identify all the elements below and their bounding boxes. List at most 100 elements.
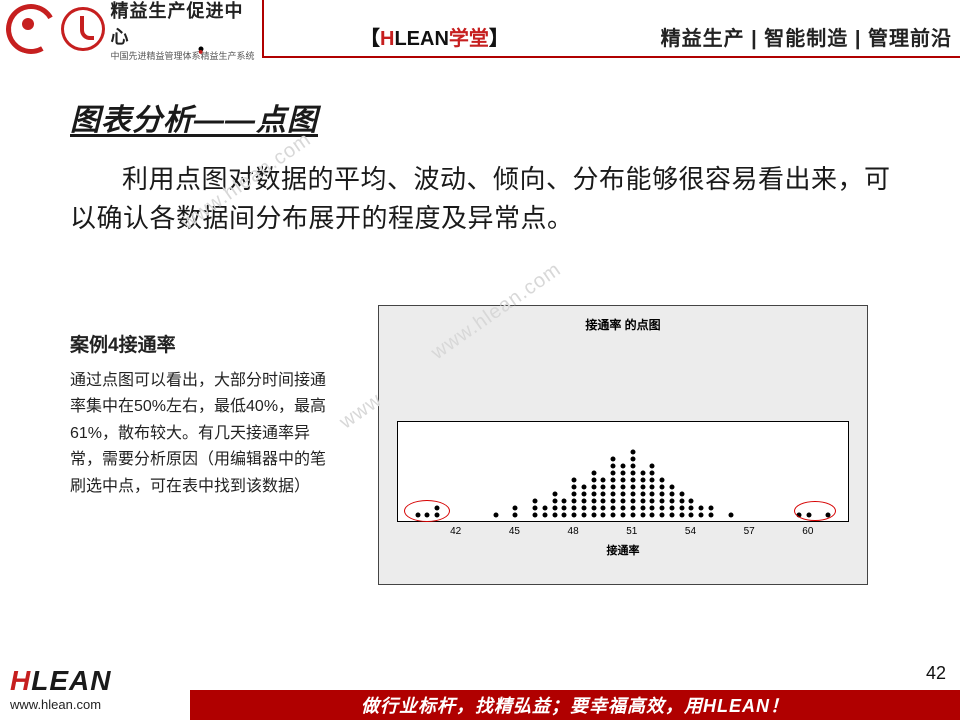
- outlier-ellipse: [794, 501, 836, 521]
- dot-point: [679, 513, 684, 518]
- dot-point: [611, 457, 616, 462]
- dot-point: [532, 506, 537, 511]
- dot-point: [591, 485, 596, 490]
- dot-point: [562, 513, 567, 518]
- dot-point: [669, 506, 674, 511]
- header-tagline: 精益生产 | 智能制造 | 管理前沿: [661, 22, 952, 51]
- dot-point: [650, 478, 655, 483]
- intro-paragraph: 利用点图对数据的平均、波动、倾向、分布能够很容易看出来，可以确认各数据间分布展开…: [70, 160, 900, 238]
- dot-point: [601, 499, 606, 504]
- dot-point: [572, 513, 577, 518]
- dot-point: [591, 478, 596, 483]
- outlier-ellipse: [404, 500, 450, 522]
- logo-l-icon: [61, 7, 104, 51]
- slide-header: 精益生产促进中心 中国先进精益管理体系 ● 精益生产系统 【HLEAN学堂】 精…: [0, 0, 960, 58]
- dot-point: [660, 485, 665, 490]
- dot-point: [611, 499, 616, 504]
- dot-point: [621, 513, 626, 518]
- dot-point: [552, 499, 557, 504]
- logo-c-icon: [6, 4, 55, 54]
- dot-point: [572, 499, 577, 504]
- dot-point: [650, 471, 655, 476]
- axis-tick-label: 48: [568, 526, 579, 537]
- dot-point: [621, 464, 626, 469]
- dot-point: [591, 499, 596, 504]
- dot-point: [679, 492, 684, 497]
- dot-point: [630, 485, 635, 490]
- dot-point: [650, 464, 655, 469]
- dot-point: [669, 492, 674, 497]
- dot-point: [630, 492, 635, 497]
- dot-point: [581, 485, 586, 490]
- axis-tick-label: 42: [450, 526, 461, 537]
- dot-point: [640, 471, 645, 476]
- dot-point: [630, 457, 635, 462]
- dot-point: [630, 471, 635, 476]
- dot-point: [611, 513, 616, 518]
- brand-main: 精益生产促进中心: [111, 0, 260, 49]
- dot-point: [562, 499, 567, 504]
- dot-point: [630, 464, 635, 469]
- dot-point: [601, 506, 606, 511]
- dot-point: [552, 506, 557, 511]
- dot-point: [581, 513, 586, 518]
- dot-point: [679, 499, 684, 504]
- dot-point: [611, 478, 616, 483]
- brand-text-block: 精益生产促进中心 中国先进精益管理体系 ● 精益生产系统: [111, 0, 260, 62]
- case-title: 案例4接通率: [70, 330, 176, 357]
- dot-point: [621, 499, 626, 504]
- dot-point: [660, 478, 665, 483]
- dot-point: [621, 506, 626, 511]
- axis-tick-label: 51: [626, 526, 637, 537]
- dot-point: [640, 485, 645, 490]
- dot-point: [601, 492, 606, 497]
- dot-point: [689, 506, 694, 511]
- dot-point: [650, 499, 655, 504]
- dot-point: [513, 513, 518, 518]
- dot-point: [640, 492, 645, 497]
- case-body: 通过点图可以看出，大部分时间接通率集中在50%左右，最低40%，最高61%，散布…: [70, 368, 330, 500]
- dot-point: [591, 506, 596, 511]
- dot-point: [611, 471, 616, 476]
- chart-axis-title: 接通率: [379, 542, 867, 558]
- dot-point: [621, 485, 626, 490]
- dot-point: [552, 492, 557, 497]
- dot-point: [562, 506, 567, 511]
- dot-point: [611, 492, 616, 497]
- axis-tick-label: 45: [509, 526, 520, 537]
- dot-point: [660, 506, 665, 511]
- dot-point: [640, 513, 645, 518]
- dot-point: [669, 513, 674, 518]
- dot-point: [630, 450, 635, 455]
- dot-point: [572, 485, 577, 490]
- footer-bar: 做行业标杆，找精弘益；要幸福高效，用HLEAN！: [190, 690, 960, 720]
- dot-point: [611, 485, 616, 490]
- dot-point: [601, 485, 606, 490]
- dot-point: [699, 513, 704, 518]
- dot-point: [552, 513, 557, 518]
- dot-point: [660, 492, 665, 497]
- dot-point: [591, 513, 596, 518]
- dot-point: [630, 513, 635, 518]
- dot-point: [660, 513, 665, 518]
- chart-title: 接通率 的点图: [379, 316, 867, 333]
- dotplot-chart: 接通率 的点图 42454851545760 接通率: [378, 305, 868, 585]
- dot-point: [542, 513, 547, 518]
- dot-point: [621, 471, 626, 476]
- dot-point: [601, 513, 606, 518]
- dot-point: [611, 506, 616, 511]
- dot-point: [650, 513, 655, 518]
- dot-point: [572, 478, 577, 483]
- dot-point: [630, 506, 635, 511]
- dot-point: [709, 513, 714, 518]
- chart-axis-labels: 42454851545760: [397, 526, 849, 540]
- dot-point: [542, 506, 547, 511]
- axis-tick-label: 60: [802, 526, 813, 537]
- dot-point: [709, 506, 714, 511]
- dot-point: [572, 506, 577, 511]
- dot-point: [493, 513, 498, 518]
- dot-point: [621, 478, 626, 483]
- chart-plot-area: [397, 421, 849, 522]
- footer-url: www.hlean.com: [10, 697, 111, 712]
- dot-point: [640, 478, 645, 483]
